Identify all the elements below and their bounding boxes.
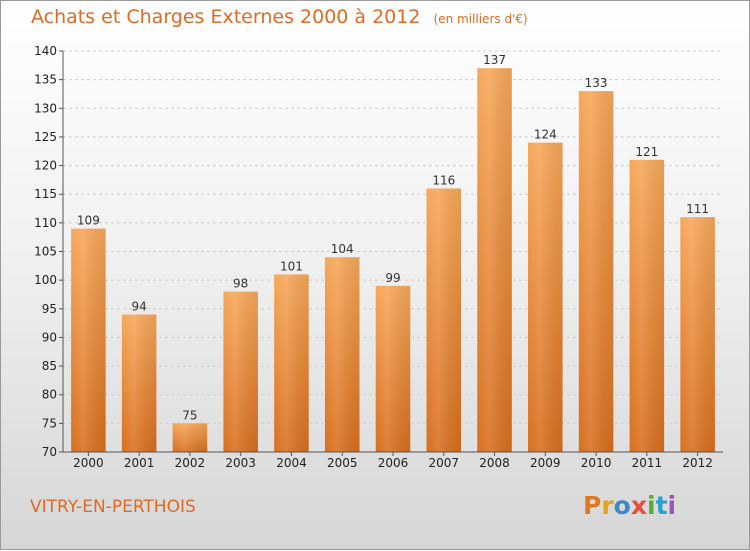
y-tick-label: 140 <box>34 44 57 58</box>
y-tick-label: 95 <box>42 302 57 316</box>
data-label: 116 <box>432 173 455 187</box>
data-label: 137 <box>483 53 506 67</box>
data-label: 98 <box>233 277 248 291</box>
x-tick-label: 2009 <box>530 456 561 470</box>
y-tick-label: 90 <box>42 330 57 344</box>
y-tick-label: 135 <box>34 73 57 87</box>
proxiti-logo: Proxiti <box>583 491 677 520</box>
y-tick-label: 130 <box>34 101 57 115</box>
y-tick-label: 70 <box>42 445 57 459</box>
y-tick-label: 125 <box>34 130 57 144</box>
data-label: 109 <box>77 214 100 228</box>
place-name: VITRY-EN-PERTHOIS <box>30 497 196 517</box>
bar-shine <box>629 159 665 453</box>
data-label: 124 <box>534 128 557 142</box>
bar-shine <box>477 68 512 452</box>
data-label: 75 <box>182 408 197 422</box>
x-tick-label: 2005 <box>327 456 358 470</box>
y-tick-label: 105 <box>34 245 57 259</box>
data-label: 111 <box>686 202 709 216</box>
data-label: 101 <box>280 259 303 273</box>
bar-shine <box>274 274 309 452</box>
bar-shine <box>426 188 462 452</box>
x-tick-label: 2002 <box>175 456 206 470</box>
y-tick-label: 80 <box>42 388 57 402</box>
bar-shine <box>375 285 411 452</box>
x-tick-label: 2007 <box>428 456 459 470</box>
data-label: 104 <box>331 242 354 256</box>
x-tick-label: 2011 <box>632 456 663 470</box>
x-tick-label: 2001 <box>124 456 155 470</box>
data-label: 133 <box>585 76 608 90</box>
data-label: 94 <box>132 300 147 314</box>
y-tick-label: 115 <box>34 187 57 201</box>
bar-shine <box>680 217 715 452</box>
y-tick-label: 75 <box>42 416 57 430</box>
chart-title-main: Achats et Charges Externes 2000 à 2012 <box>31 6 421 28</box>
y-tick-label: 110 <box>34 216 57 230</box>
bar-shine <box>528 142 563 452</box>
chart-title: Achats et Charges Externes 2000 à 2012 (… <box>31 6 528 28</box>
x-tick-label: 2003 <box>225 456 256 470</box>
x-tick-label: 2000 <box>73 456 104 470</box>
data-label: 121 <box>635 145 658 159</box>
y-tick-label: 100 <box>34 273 57 287</box>
bar-shine <box>71 228 106 452</box>
x-tick-label: 2008 <box>479 456 510 470</box>
bar-shine <box>121 314 157 452</box>
x-tick-label: 2010 <box>581 456 612 470</box>
bar-shine <box>578 91 614 452</box>
bar-shine <box>324 257 360 452</box>
bar-shine <box>172 423 208 452</box>
x-tick-label: 2012 <box>682 456 713 470</box>
y-tick-label: 85 <box>42 359 57 373</box>
chart-subtitle: (en milliers d'€) <box>433 12 528 26</box>
x-tick-label: 2006 <box>378 456 409 470</box>
x-tick-label: 2004 <box>276 456 307 470</box>
data-label: 99 <box>385 271 400 285</box>
bar-shine <box>223 291 258 452</box>
y-tick-label: 120 <box>34 159 57 173</box>
